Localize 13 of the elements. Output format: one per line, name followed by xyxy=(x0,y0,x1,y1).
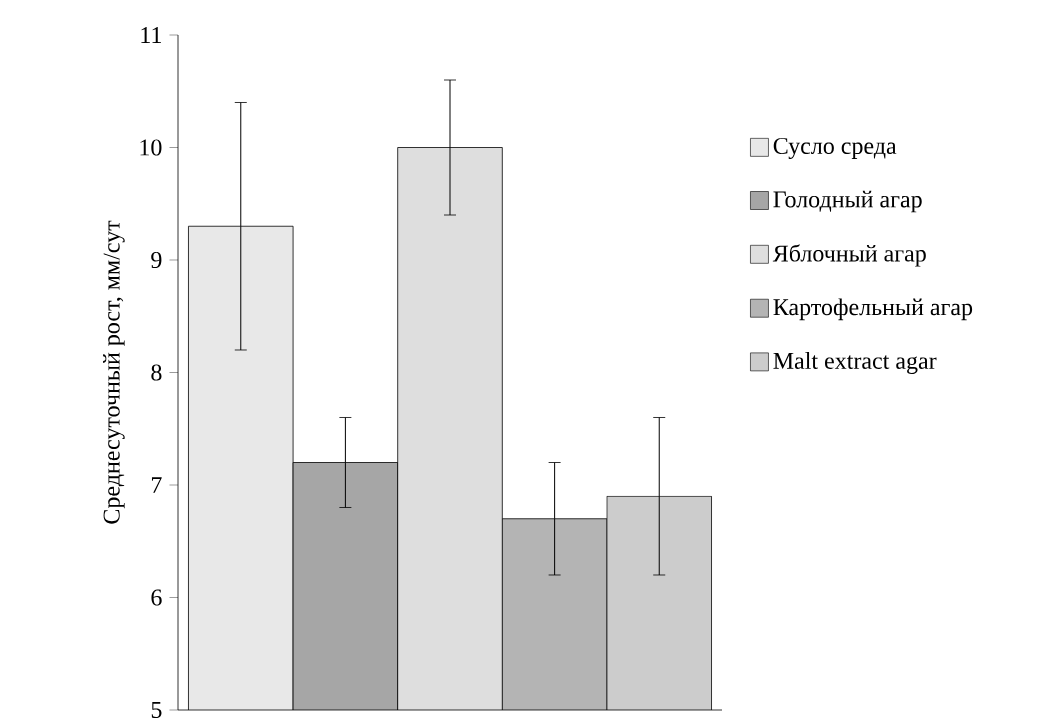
y-tick-label: 10 xyxy=(140,139,162,156)
legend-label: Malt extract agar xyxy=(773,352,937,374)
y-tick-label: 5 xyxy=(151,702,162,718)
legend-label: Сусло среда xyxy=(773,137,897,159)
legend-label: Голодный агар xyxy=(773,190,922,213)
legend-label: Картофельный агар xyxy=(773,298,973,321)
y-tick-label: 7 xyxy=(151,477,162,493)
y-tick-label: 8 xyxy=(151,364,162,381)
y-axis-title: Среднесуточный рост, мм/сут xyxy=(103,220,125,524)
legend-label: Яблочный агар xyxy=(772,244,926,267)
y-tick-label: 11 xyxy=(141,27,161,43)
y-tick-label: 9 xyxy=(151,251,162,269)
y-tick-label: 6 xyxy=(151,589,162,606)
